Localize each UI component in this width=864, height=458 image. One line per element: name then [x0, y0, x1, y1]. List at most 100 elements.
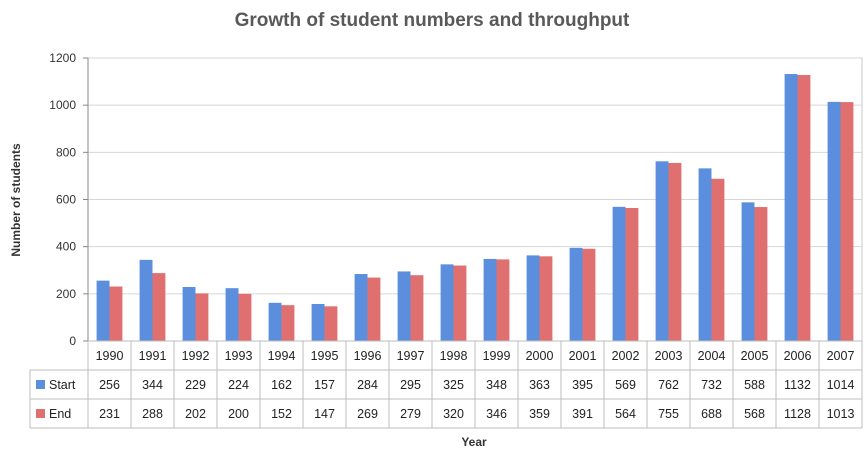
- data-label-end: 231: [99, 407, 120, 421]
- data-label-end: 269: [357, 407, 378, 421]
- data-label-end: 564: [615, 407, 636, 421]
- bar-end-1995: [324, 306, 338, 341]
- x-tick-label: 1995: [311, 349, 339, 363]
- bar-start-2006: [784, 74, 798, 341]
- bar-end-2001: [582, 248, 596, 341]
- data-label-start: 732: [701, 378, 722, 392]
- bar-start-1991: [139, 259, 153, 341]
- bar-end-1997: [410, 275, 424, 341]
- legend-swatch-start: [36, 380, 45, 389]
- bar-end-1992: [195, 293, 209, 341]
- chart-title: Growth of student numbers and throughput: [235, 10, 630, 31]
- bar-end-2005: [754, 207, 768, 341]
- bar-start-1995: [311, 303, 325, 341]
- bar-start-1990: [96, 280, 110, 341]
- x-tick-label: 2003: [655, 349, 683, 363]
- legend-swatch-end: [36, 409, 45, 418]
- bar-start-2005: [741, 202, 755, 341]
- data-label-start: 588: [744, 378, 765, 392]
- legend-label-end: End: [49, 407, 71, 421]
- x-tick-label: 1990: [96, 349, 124, 363]
- x-tick-label: 2002: [612, 349, 640, 363]
- data-label-start: 295: [400, 378, 421, 392]
- bar-end-1991: [152, 273, 166, 341]
- bar-start-2000: [526, 255, 540, 341]
- bar-end-1993: [238, 293, 252, 341]
- bar-end-1999: [496, 259, 510, 341]
- data-label-end: 359: [529, 407, 550, 421]
- bar-start-2001: [569, 247, 583, 341]
- data-label-end: 391: [572, 407, 593, 421]
- bar-start-2002: [612, 206, 626, 341]
- bar-end-1998: [453, 265, 467, 341]
- bar-end-2004: [711, 178, 725, 341]
- bar-start-2004: [698, 168, 712, 341]
- data-label-end: 152: [271, 407, 292, 421]
- bar-start-1996: [354, 274, 368, 341]
- bar-end-1996: [367, 277, 381, 341]
- data-label-start: 1132: [784, 378, 811, 392]
- x-tick-label: 2005: [741, 349, 769, 363]
- bars: [96, 74, 854, 342]
- y-axis-ticks: 0 200 400 600 800 1000 1200: [49, 51, 88, 348]
- data-label-end: 1128: [784, 407, 811, 421]
- y-tick-label: 200: [56, 287, 76, 301]
- data-label-end: 755: [658, 407, 679, 421]
- x-tick-label: 2006: [784, 349, 812, 363]
- x-tick-label: 2001: [569, 349, 597, 363]
- bar-end-2007: [840, 102, 854, 341]
- bar-start-2007: [827, 101, 841, 342]
- data-label-start: 256: [99, 378, 120, 392]
- data-label-start: 363: [529, 378, 550, 392]
- bar-start-1998: [440, 264, 454, 341]
- x-tick-label: 1999: [483, 349, 511, 363]
- y-axis-label: Number of students: [9, 143, 23, 257]
- x-tick-label: 1991: [139, 349, 167, 363]
- data-label-start: 762: [658, 378, 679, 392]
- bar-end-2002: [625, 207, 639, 341]
- legend-label-start: Start: [49, 378, 76, 392]
- y-tick-label: 400: [56, 240, 76, 254]
- bar-start-1993: [225, 288, 239, 341]
- data-label-start: 284: [357, 378, 378, 392]
- y-tick-label: 800: [56, 145, 76, 159]
- bar-start-1999: [483, 258, 497, 341]
- bar-end-1994: [281, 305, 295, 341]
- data-label-end: 288: [142, 407, 163, 421]
- x-tick-label: 1993: [225, 349, 253, 363]
- y-tick-label: 600: [56, 193, 76, 207]
- y-tick-label: 1200: [49, 51, 76, 65]
- data-label-start: 224: [228, 378, 249, 392]
- bar-end-2006: [797, 74, 811, 341]
- x-tick-label: 2000: [526, 349, 554, 363]
- y-tick-label: 1000: [49, 98, 76, 112]
- data-label-end: 346: [486, 407, 507, 421]
- x-tick-label: 1992: [182, 349, 210, 363]
- data-label-start: 344: [142, 378, 163, 392]
- bar-end-2000: [539, 256, 553, 341]
- data-table: 1990 1991 1992 1993 1994 1995 1996 1997 1998 1999…: [29, 340, 863, 429]
- x-tick-label: 2004: [698, 349, 726, 363]
- x-axis-label: Year: [461, 435, 487, 449]
- data-label-start: 157: [314, 378, 335, 392]
- data-label-end: 200: [228, 407, 249, 421]
- bar-start-1992: [182, 286, 196, 341]
- bar-end-1990: [109, 286, 123, 341]
- bar-start-1997: [397, 271, 411, 341]
- data-label-end: 147: [314, 407, 335, 421]
- data-label-end: 320: [443, 407, 464, 421]
- bar-end-2003: [668, 162, 682, 341]
- x-tick-label: 1997: [397, 349, 425, 363]
- x-tick-label: 2007: [827, 349, 855, 363]
- data-label-start: 229: [185, 378, 206, 392]
- data-label-start: 348: [486, 378, 507, 392]
- data-label-end: 202: [185, 407, 206, 421]
- data-label-end: 568: [744, 407, 765, 421]
- data-label-start: 1014: [827, 378, 855, 392]
- data-label-start: 325: [443, 378, 464, 392]
- data-label-end: 688: [701, 407, 722, 421]
- data-label-start: 569: [615, 378, 636, 392]
- x-tick-label: 1994: [268, 349, 296, 363]
